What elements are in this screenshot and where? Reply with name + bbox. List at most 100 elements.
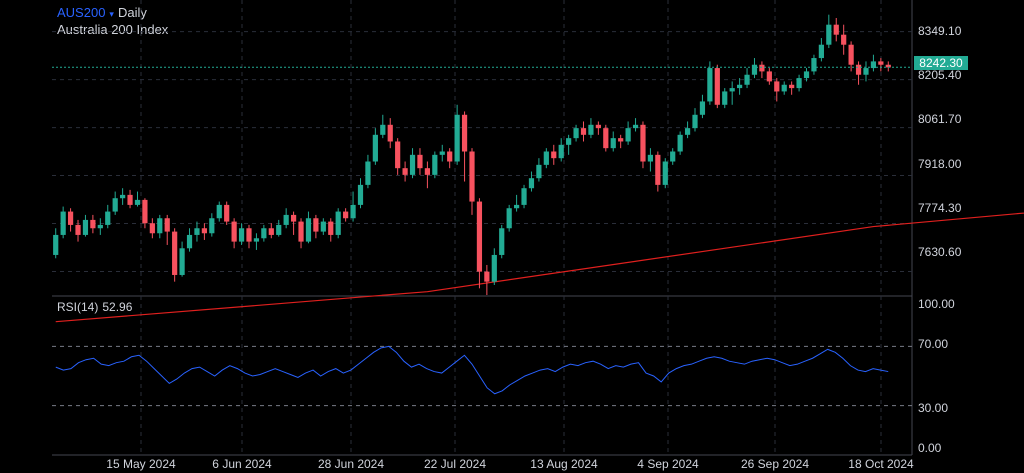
rsi-axis-label: 0.00 bbox=[918, 441, 942, 455]
candle-body bbox=[811, 58, 817, 72]
candle-body bbox=[595, 124, 601, 129]
candle-body bbox=[863, 68, 869, 75]
candle-body bbox=[350, 204, 356, 219]
time-axis-label: 15 May 2024 bbox=[106, 457, 176, 471]
candle-body bbox=[67, 211, 74, 225]
candle-body bbox=[120, 194, 126, 199]
candle-body bbox=[75, 224, 81, 235]
candle-body bbox=[491, 254, 497, 282]
candle-body bbox=[238, 228, 245, 242]
time-axis-label: 18 Oct 2024 bbox=[848, 457, 914, 471]
chart-header: AUS200 ▾ Daily Australia 200 Index bbox=[57, 5, 168, 38]
candle-body bbox=[209, 218, 215, 234]
candle-body bbox=[112, 198, 118, 212]
price-axis-label: 7774.30 bbox=[918, 201, 962, 215]
candle-body bbox=[528, 178, 535, 189]
price-axis-label: 8061.70 bbox=[918, 112, 962, 126]
candle-body bbox=[781, 84, 787, 92]
price-axis-label: 7630.60 bbox=[918, 245, 962, 259]
candle-body bbox=[803, 71, 810, 79]
candle-body bbox=[499, 228, 505, 255]
candle-body bbox=[372, 134, 378, 162]
candle-body bbox=[729, 88, 735, 92]
candle-body bbox=[796, 78, 802, 89]
candle-body bbox=[157, 218, 163, 234]
candle-body bbox=[409, 154, 416, 175]
candle-body bbox=[766, 71, 772, 82]
candle-body bbox=[885, 64, 891, 68]
candle-body bbox=[551, 151, 557, 159]
candle-body bbox=[737, 84, 743, 89]
candle-body bbox=[313, 218, 319, 232]
rsi-axis-label: 100.00 bbox=[918, 297, 955, 311]
candle-body bbox=[603, 128, 609, 149]
candle-body bbox=[298, 221, 304, 242]
candle-body bbox=[253, 238, 260, 242]
candle-body bbox=[105, 211, 111, 225]
candle-body bbox=[536, 164, 542, 179]
candle-body bbox=[759, 64, 765, 72]
candle-body bbox=[439, 151, 445, 155]
moving-average-line bbox=[55, 212, 1024, 323]
candle-body bbox=[692, 114, 698, 129]
candle-body bbox=[283, 214, 289, 225]
candle-body bbox=[610, 138, 616, 149]
candle-body bbox=[870, 61, 877, 69]
candle-body bbox=[164, 218, 170, 232]
candle-body bbox=[97, 224, 103, 229]
candle-body bbox=[878, 61, 884, 65]
candle-body bbox=[833, 24, 839, 35]
candle-body bbox=[142, 199, 148, 224]
candle-body bbox=[134, 199, 141, 205]
candle-body bbox=[722, 91, 728, 105]
candle-body bbox=[149, 223, 155, 234]
candle-body bbox=[662, 161, 668, 185]
candle-body bbox=[707, 68, 713, 102]
candle-body bbox=[424, 168, 430, 175]
candle-body bbox=[848, 44, 854, 65]
candle-body bbox=[395, 141, 401, 169]
candle-body bbox=[744, 74, 750, 85]
rsi-value: 52.96 bbox=[102, 300, 133, 314]
candle-body bbox=[127, 194, 133, 205]
timeframe-label[interactable]: Daily bbox=[117, 5, 147, 20]
candle-body bbox=[335, 211, 341, 235]
candle-body bbox=[82, 219, 89, 235]
candle-body bbox=[640, 124, 646, 162]
time-axis-label: 4 Sep 2024 bbox=[637, 457, 699, 471]
candle-body bbox=[826, 24, 832, 45]
candle-body bbox=[751, 64, 758, 75]
candle-body bbox=[231, 221, 237, 242]
candle-body bbox=[855, 64, 862, 75]
rsi-label: RSI(14) bbox=[57, 300, 99, 314]
candle-body bbox=[677, 134, 683, 152]
candle-body bbox=[417, 154, 423, 169]
candle-body bbox=[521, 188, 527, 205]
candle-body bbox=[476, 201, 483, 272]
rsi-line bbox=[55, 345, 889, 395]
candle-body bbox=[818, 44, 824, 59]
candle-body bbox=[365, 161, 371, 185]
current-price-tag: 8242.30 bbox=[914, 56, 968, 70]
candle-body bbox=[447, 151, 453, 162]
candle-body bbox=[566, 138, 572, 145]
candle-body bbox=[558, 144, 564, 159]
candle-body bbox=[186, 234, 193, 249]
candle-body bbox=[60, 211, 66, 235]
candle-body bbox=[380, 124, 386, 135]
candle-body bbox=[268, 228, 274, 235]
price-axis-label: 8205.40 bbox=[918, 68, 962, 82]
rsi-axis-label: 70.00 bbox=[918, 337, 949, 351]
candle-body bbox=[194, 228, 200, 235]
candle-body bbox=[484, 271, 490, 282]
symbol-label[interactable]: AUS200 bbox=[57, 5, 106, 20]
symbol-dropdown-icon[interactable]: ▾ bbox=[109, 9, 114, 19]
candle-body bbox=[320, 221, 326, 232]
candle-body bbox=[714, 68, 720, 105]
candle-body bbox=[580, 128, 587, 135]
candle-body bbox=[328, 221, 334, 235]
candle-body bbox=[514, 204, 520, 209]
price-axis-label: 8349.10 bbox=[918, 24, 962, 38]
candle-body bbox=[224, 204, 230, 222]
